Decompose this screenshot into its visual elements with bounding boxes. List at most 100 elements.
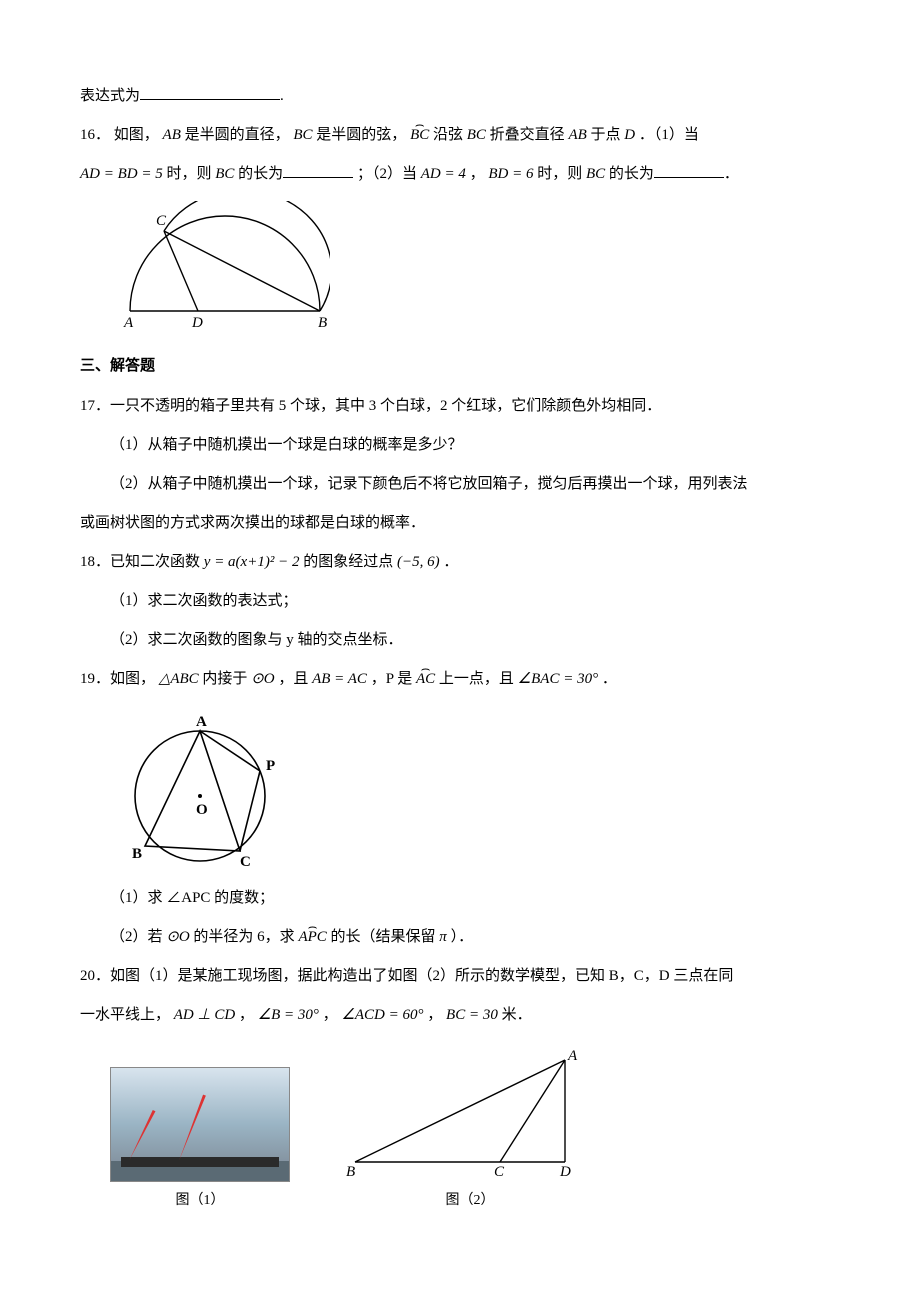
q20-photo — [110, 1067, 290, 1182]
q16-line1: 16． 如图， AB 是半圆的直径， BC 是半圆的弦， BC 沿弦 BC 折叠… — [80, 119, 840, 152]
q20-lblA: A — [567, 1048, 578, 1064]
q15-trailing: 表达式为. — [80, 80, 840, 113]
q18-expr: y = a(x+1)² − 2 — [204, 554, 300, 570]
q15-text: 表达式为 — [80, 88, 140, 104]
q17-num: 17． — [80, 398, 110, 414]
q16-t8: 时，则 — [166, 166, 215, 182]
q19-lblB: B — [132, 846, 142, 862]
q19-t6: ． — [598, 671, 617, 687]
q17-p2b: 或画树状图的方式求两次摸出的球都是白球的概率． — [80, 507, 840, 540]
q16-eq1: AD = BD = 5 — [80, 166, 163, 182]
q18-pt: (−5, 6) — [397, 554, 440, 570]
q16-t10: ；（2）当 — [357, 166, 421, 182]
q18-t1: 已知二次函数 — [110, 554, 204, 570]
q16-lblC: C — [156, 213, 167, 229]
q16-AB2: AB — [568, 127, 586, 143]
q19-eq2: ∠BAC = 30° — [518, 671, 598, 687]
q19-p2: （2）若 ⊙O 的半径为 6，求 APC 的长（结果保留 π ）． — [80, 921, 840, 954]
q19-t5: 上一点，且 — [435, 671, 518, 687]
q16-t6: 于点 — [591, 127, 625, 143]
q17-line0: 17．一只不透明的箱子里共有 5 个球，其中 3 个白球，2 个红球，它们除颜色… — [80, 390, 840, 423]
q15-blank[interactable] — [140, 85, 280, 100]
q19-p2a: （2）若 — [110, 929, 166, 945]
q18-t2: 的图象经过点 — [299, 554, 397, 570]
q20-perp: AD ⊥ CD — [174, 1007, 235, 1023]
q19-lblP: P — [266, 758, 275, 774]
q18-num: 18． — [80, 554, 110, 570]
q20-line0: 20．如图（1）是某施工现场图，据此构造出了如图（2）所示的数学模型，已知 B，… — [80, 960, 840, 993]
q19-num: 19． — [80, 671, 110, 687]
q16-t13: ． — [724, 166, 739, 182]
q17-p0: 一只不透明的箱子里共有 5 个球，其中 3 个白球，2 个红球，它们除颜色外均相… — [110, 398, 661, 414]
q19-p2d: ）． — [447, 929, 473, 945]
q19-svg: A B C P O — [120, 706, 280, 876]
q16-eq3: BD = 6 — [488, 166, 533, 182]
q20-t3: ， — [319, 1007, 342, 1023]
q16-eq2: AD = 4 — [421, 166, 466, 182]
q16-t5: 折叠交直径 — [490, 127, 569, 143]
q16-D: D — [624, 127, 635, 143]
q19-p2b: 的半径为 6，求 — [190, 929, 299, 945]
q19-circ: ⊙O — [251, 671, 274, 687]
q16-blank2[interactable] — [654, 163, 724, 178]
q16-t12: 的长为 — [609, 166, 654, 182]
q19-t2: 内接于 — [199, 671, 252, 687]
q20-lblD: D — [559, 1164, 571, 1180]
q18-p1: （1）求二次函数的表达式； — [80, 585, 840, 618]
q16-BC3: BC — [215, 166, 234, 182]
q16-line2: AD = BD = 5 时，则 BC 的长为 ；（2）当 AD = 4 ， BD… — [80, 158, 840, 191]
q16-BC: BC — [293, 127, 312, 143]
q19-lblA: A — [196, 714, 207, 730]
q19-t1: 如图， — [110, 671, 159, 687]
q16-lblA: A — [123, 315, 134, 331]
q20-fig1-col: 图（1） — [110, 1067, 290, 1217]
q16-arcBC: BC — [410, 119, 429, 152]
q19-circ2: ⊙O — [166, 929, 189, 945]
section3-header: 三、解答题 — [80, 349, 840, 382]
q19-t3: ，且 — [275, 671, 313, 687]
q19-eq1: AB = AC — [312, 671, 367, 687]
q20-bc: BC = 30 — [446, 1007, 498, 1023]
q20-lblC: C — [494, 1164, 505, 1180]
q16-t11: 时，则 — [537, 166, 586, 182]
q20-t5: 米． — [498, 1007, 532, 1023]
q20-svg: A B C D — [340, 1042, 600, 1182]
q16-figure: A B C D — [120, 201, 840, 331]
q20-line1: 一水平线上， AD ⊥ CD ， ∠B = 30° ， ∠ACD = 60° ，… — [80, 999, 840, 1032]
q16-t2: 是半圆的直径， — [185, 127, 290, 143]
q16-lblD: D — [191, 315, 203, 331]
q16-lblB: B — [318, 315, 327, 331]
q17-p2: （2）从箱子中随机摸出一个球，记录下颜色后不将它放回箱子，搅匀后再摸出一个球，用… — [80, 468, 840, 501]
q16-svg: A B C D — [120, 201, 330, 331]
q16-AB: AB — [163, 127, 181, 143]
q19-lblO: O — [196, 802, 208, 818]
q20-cap2: 图（2） — [446, 1186, 495, 1217]
q19-p2c: 的长（结果保留 — [327, 929, 440, 945]
q20-cap1: 图（1） — [176, 1186, 225, 1217]
q15-period: . — [280, 88, 284, 104]
q16-BC2: BC — [467, 127, 486, 143]
q19-arcAC: AC — [416, 663, 435, 696]
q20-t1: 一水平线上， — [80, 1007, 174, 1023]
q19-lblC: C — [240, 854, 251, 870]
q19-pi: π — [439, 929, 447, 945]
q20-fig2-col: A B C D 图（2） — [340, 1042, 600, 1217]
q16-blank1[interactable] — [283, 163, 353, 178]
q20-num: 20． — [80, 968, 110, 984]
q19-p1: （1）求 ∠APC 的度数； — [80, 882, 840, 915]
q18-t3: ． — [440, 554, 459, 570]
q19-figure: A B C P O — [120, 706, 840, 876]
q20-figures: 图（1） A B C D 图（2） — [110, 1042, 840, 1217]
q17-p1: （1）从箱子中随机摸出一个球是白球的概率是多少？ — [80, 429, 840, 462]
q16-comma: ， — [470, 166, 485, 182]
q16-BC4: BC — [586, 166, 605, 182]
q20-lblB: B — [346, 1164, 355, 1180]
q20-angACD: ∠ACD = 60° — [341, 1007, 423, 1023]
q16-t4: 沿弦 — [433, 127, 467, 143]
q16-t1: 如图， — [114, 127, 159, 143]
q16-t9: 的长为 — [238, 166, 283, 182]
q18-line0: 18．已知二次函数 y = a(x+1)² − 2 的图象经过点 (−5, 6)… — [80, 546, 840, 579]
q19-line0: 19．如图， △ABC 内接于 ⊙O ，且 AB = AC ，P 是 AC 上一… — [80, 663, 840, 696]
q20-angB: ∠B = 30° — [258, 1007, 319, 1023]
q20-p0: 如图（1）是某施工现场图，据此构造出了如图（2）所示的数学模型，已知 B，C，D… — [110, 968, 733, 984]
